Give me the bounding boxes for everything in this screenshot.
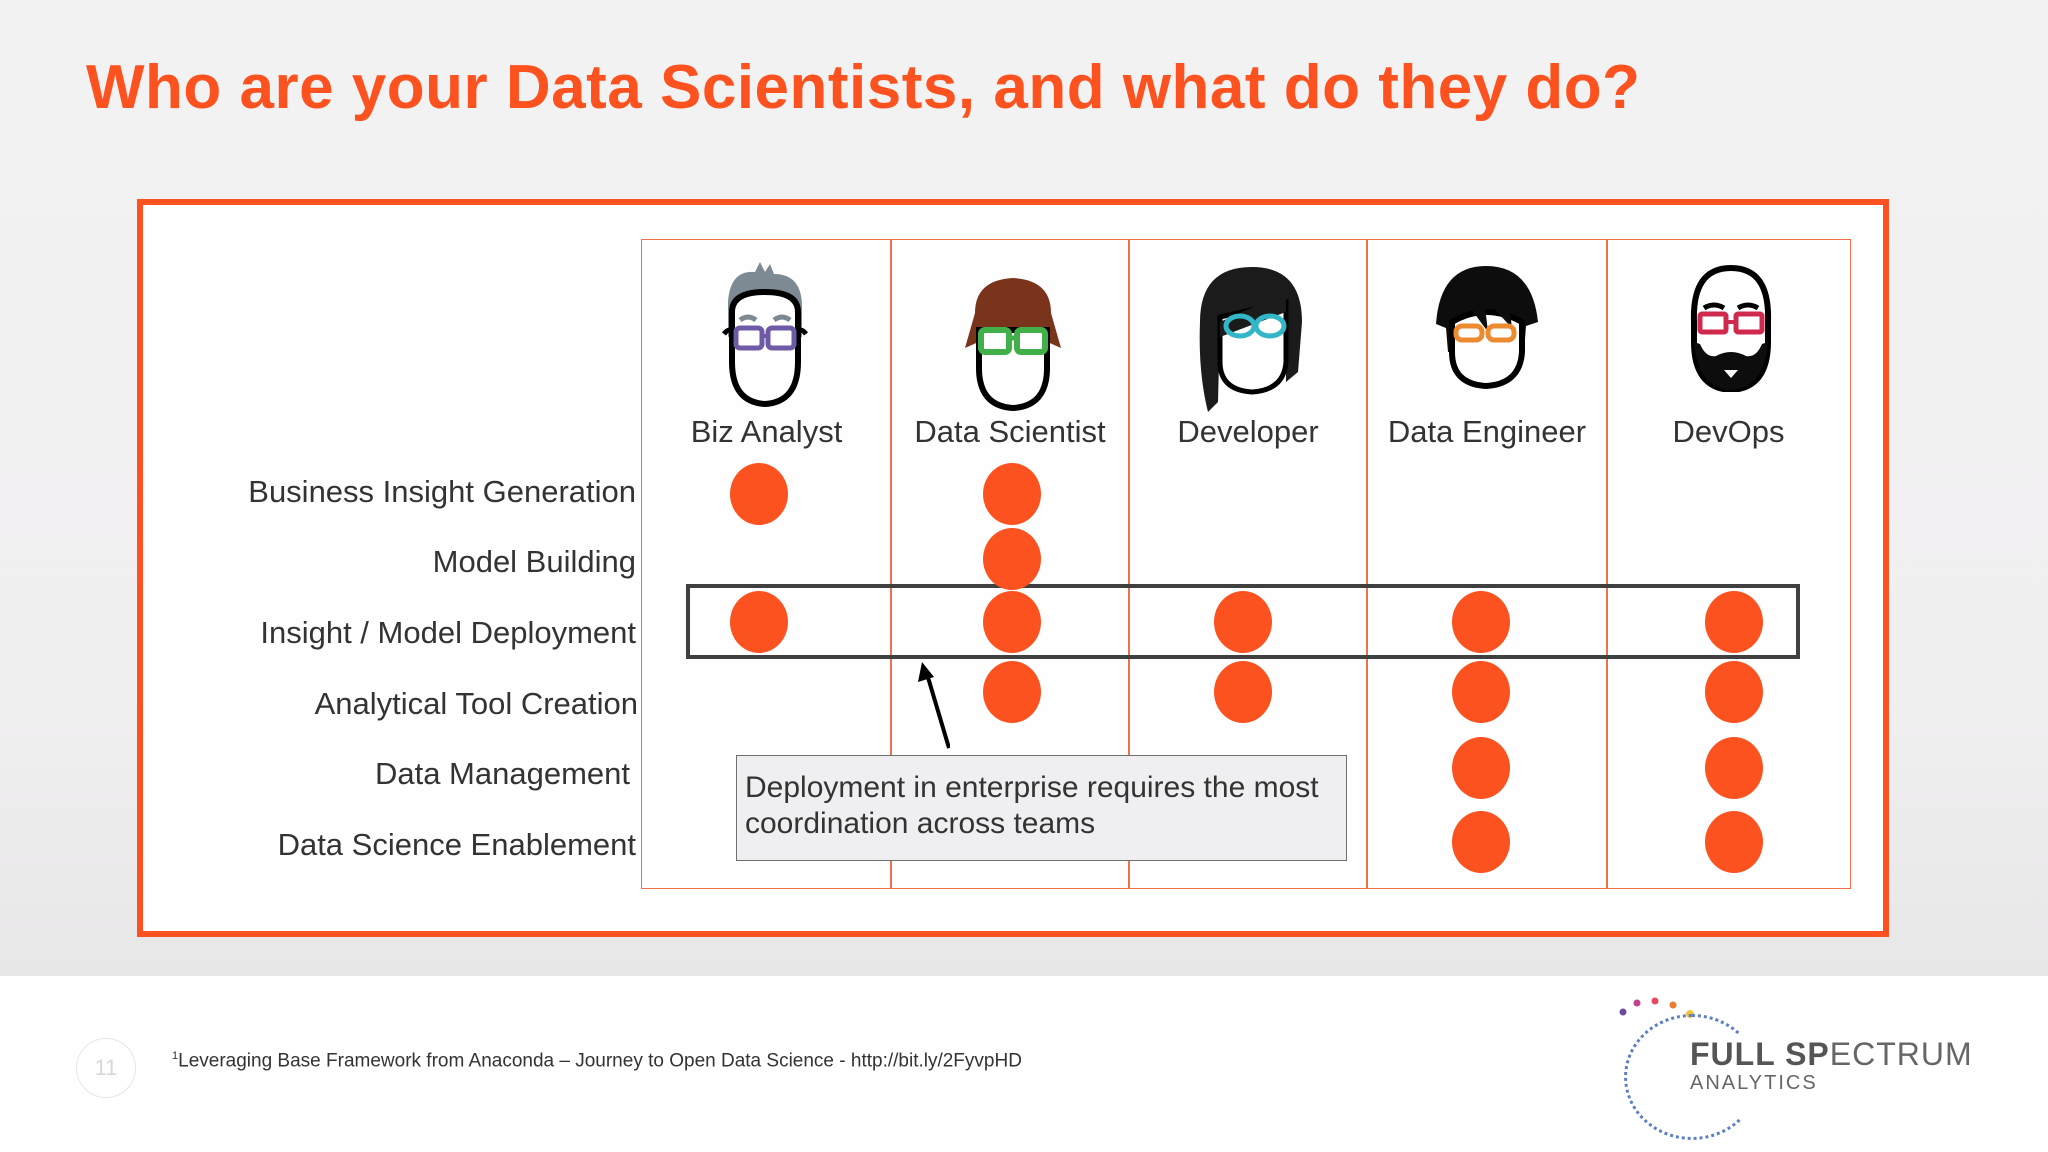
logo-wordmark: FULL SPECTRUM <box>1690 1036 1973 1073</box>
responsibility-dot <box>730 591 788 653</box>
avatar-developer <box>1190 262 1310 417</box>
column-header-data-scientist: Data Scientist <box>914 414 1106 449</box>
responsibility-dot <box>730 463 788 525</box>
responsibility-dot <box>1705 661 1763 723</box>
row-label-data-science-enablement: Data Science Enablement <box>277 827 636 862</box>
logo-subtitle: ANALYTICS <box>1690 1072 1818 1094</box>
responsibility-dot <box>983 591 1041 653</box>
responsibility-dot <box>1214 591 1272 653</box>
logo-light: ECTRUM <box>1829 1036 1973 1072</box>
footnote-text: Leveraging Base Framework from Anaconda … <box>178 1050 1022 1072</box>
responsibility-dot <box>983 463 1041 525</box>
row-label-analytical-tool-creation: Analytical Tool Creation <box>314 686 638 721</box>
column-header-developer: Developer <box>1177 414 1319 449</box>
responsibility-dot <box>1452 811 1510 873</box>
responsibility-dot <box>1214 661 1272 723</box>
avatar-data-scientist <box>953 268 1073 418</box>
responsibility-dot <box>1705 811 1763 873</box>
column-header-devops: DevOps <box>1672 414 1785 449</box>
avatar-devops <box>1676 262 1786 397</box>
responsibility-dot <box>983 528 1041 590</box>
grid-column-biz-analyst <box>641 239 892 889</box>
row-label-insight-model-deployment: Insight / Model Deployment <box>260 615 636 650</box>
arrow-icon <box>918 662 950 749</box>
logo-dot-arc <box>1624 1014 1760 1140</box>
responsibility-dot <box>1705 591 1763 653</box>
footnote-marker: 1 <box>172 1050 179 1062</box>
row-label-data-management: Data Management <box>374 756 630 791</box>
responsibility-dot <box>1452 661 1510 723</box>
responsibility-dot <box>983 661 1041 723</box>
avatar-biz-analyst <box>710 262 820 417</box>
page-number: 11 <box>76 1038 136 1098</box>
grid-column-data-engineer <box>1366 239 1608 889</box>
callout-box: Deployment in enterprise requires the mo… <box>736 755 1347 861</box>
logo-bold: FULL SP <box>1690 1036 1830 1072</box>
column-header-data-engineer: Data Engineer <box>1387 414 1587 449</box>
responsibility-dot <box>1452 591 1510 653</box>
slide-title: Who are your Data Scientists, and what d… <box>86 53 1641 122</box>
column-header-biz-analyst: Biz Analyst <box>690 414 843 449</box>
grid-column-developer <box>1128 239 1368 889</box>
full-spectrum-logo: FULL SPECTRUM ANALYTICS <box>1618 990 1978 1140</box>
grid-column-data-scientist <box>890 239 1130 889</box>
footnote: 1Leveraging Base Framework from Anaconda… <box>172 1050 1022 1072</box>
responsibility-dot <box>1452 737 1510 799</box>
row-label-model-building: Model Building <box>432 544 636 579</box>
deployment-row-highlight <box>686 584 1800 659</box>
row-label-business-insight-generation: Business Insight Generation <box>248 474 636 509</box>
grid-column-devops <box>1606 239 1851 889</box>
responsibility-dot <box>1705 737 1763 799</box>
avatar-data-engineer <box>1426 262 1546 397</box>
